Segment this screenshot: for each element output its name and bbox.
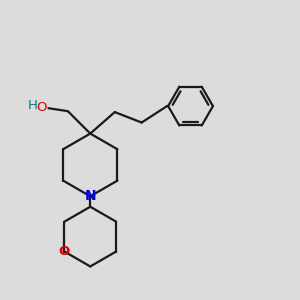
Text: N: N <box>85 189 96 203</box>
Text: H: H <box>28 99 38 112</box>
Text: O: O <box>37 101 47 114</box>
Text: O: O <box>59 245 70 258</box>
